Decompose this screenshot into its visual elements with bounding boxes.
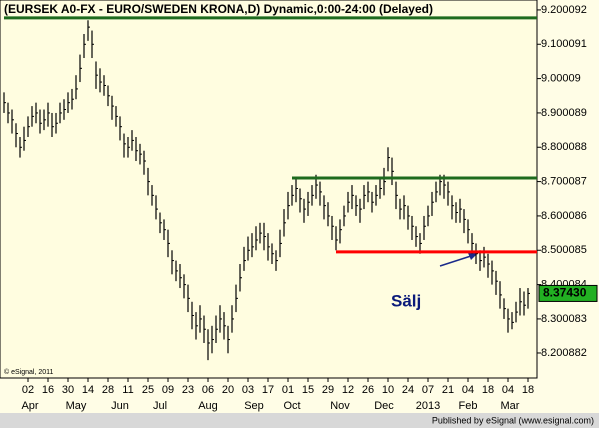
x-tick-label: 18 — [482, 384, 494, 396]
x-tick-label: 06 — [202, 384, 214, 396]
x-tick-label: 10 — [382, 384, 394, 396]
y-tick-label: 9.00009 — [541, 72, 581, 84]
y-tick-label: 8.800088 — [541, 141, 587, 153]
x-tick-label: 11 — [122, 384, 133, 396]
month-label: Nov — [330, 400, 350, 412]
x-tick-label: 17 — [262, 384, 274, 396]
x-tick-label: 21 — [442, 384, 454, 396]
x-tick-label: 01 — [282, 384, 294, 396]
x-tick-label: 20 — [222, 384, 234, 396]
y-tick-label: 9.200092 — [541, 4, 587, 16]
x-tick-label: 07 — [422, 384, 434, 396]
annotation: Sälj — [391, 291, 421, 310]
month-label: 2013 — [416, 400, 440, 412]
x-tick-label: 30 — [62, 384, 74, 396]
y-tick-label: 8.500085 — [541, 244, 587, 256]
month-label: Oct — [283, 400, 300, 412]
x-tick-label: 18 — [522, 384, 534, 396]
month-label: Jul — [153, 400, 167, 412]
x-tick-label: 03 — [242, 384, 254, 396]
x-tick-label: 12 — [342, 384, 354, 396]
month-label: Feb — [459, 400, 478, 412]
month-label: Sep — [244, 400, 264, 412]
month-label: Dec — [374, 400, 394, 412]
x-tick-label: 04 — [502, 384, 514, 396]
y-tick-label: 8.200882 — [541, 347, 587, 359]
x-tick-label: 25 — [142, 384, 154, 396]
x-tick-label: 23 — [182, 384, 194, 396]
month-label: Apr — [21, 400, 38, 412]
last-price-label: 8.37430 — [543, 286, 587, 300]
x-tick-label: 26 — [362, 384, 374, 396]
copyright: © eSignal, 2011 — [4, 368, 54, 376]
footer-bar — [0, 413, 599, 428]
last-price-box — [538, 284, 598, 302]
footer: Published by eSignal (www.esignal.com) — [432, 415, 594, 425]
y-tick-label: 8.300083 — [541, 313, 587, 325]
y-tick-label: 8.600086 — [541, 210, 587, 222]
month-label: Mar — [501, 400, 520, 412]
month-label: Aug — [198, 400, 218, 412]
x-tick-label: 15 — [302, 384, 314, 396]
x-tick-label: 29 — [322, 384, 334, 396]
y-tick-label: 8.700087 — [541, 175, 587, 187]
x-tick-label: 09 — [162, 384, 174, 396]
y-tick-label: 9.100091 — [541, 38, 587, 50]
month-label: May — [66, 400, 87, 412]
x-tick-label: 28 — [102, 384, 114, 396]
x-tick-label: 16 — [42, 384, 54, 396]
x-tick-label: 14 — [82, 384, 94, 396]
month-label: Jun — [111, 400, 129, 412]
y-tick-label: 8.900089 — [541, 107, 587, 119]
chart-title: (EURSEK A0-FX - EURO/SWEDEN KRONA,D) Dyn… — [4, 2, 433, 16]
x-tick-label: 04 — [462, 384, 474, 396]
x-tick-label: 24 — [402, 384, 414, 396]
price-bars — [3, 20, 530, 361]
arrow-shaft — [439, 254, 475, 267]
x-tick-label: 02 — [22, 384, 34, 396]
